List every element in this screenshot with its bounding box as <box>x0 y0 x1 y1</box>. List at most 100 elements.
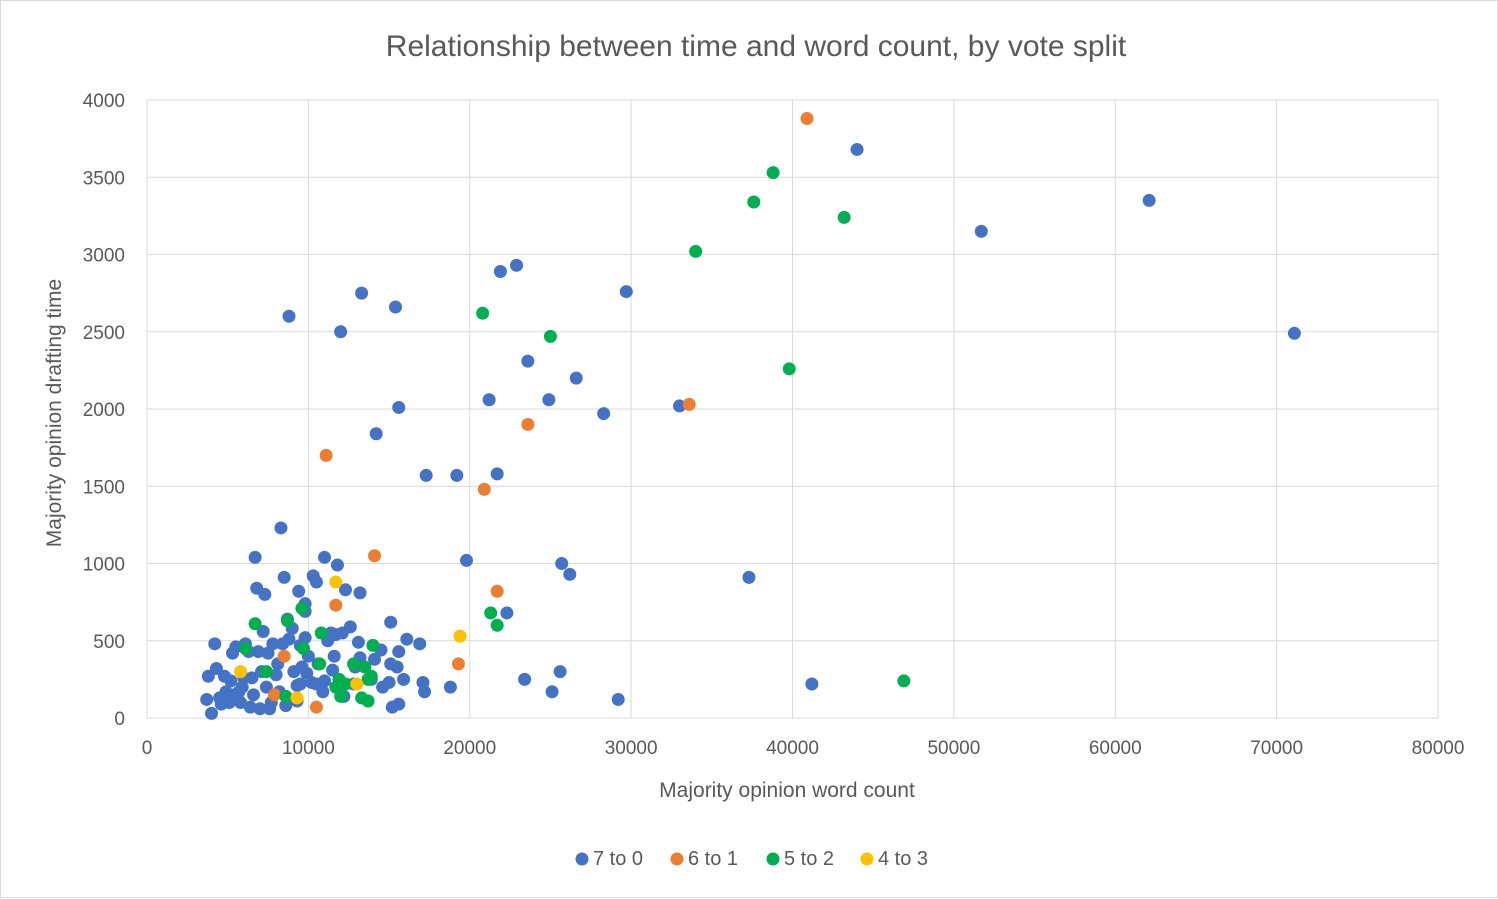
y-tick-label: 0 <box>114 709 125 730</box>
data-point <box>747 195 761 209</box>
data-point <box>518 672 532 686</box>
data-point <box>267 688 281 702</box>
data-point <box>689 244 703 258</box>
x-tick-label: 70000 <box>1250 738 1303 759</box>
data-point <box>253 702 267 716</box>
x-tick-label: 0 <box>142 738 153 759</box>
x-tick-label: 80000 <box>1412 738 1465 759</box>
data-point <box>553 665 567 679</box>
data-point <box>477 482 491 496</box>
data-point <box>263 702 277 716</box>
data-point <box>329 598 343 612</box>
data-point <box>521 417 535 431</box>
legend-marker <box>575 852 589 866</box>
data-point <box>361 672 375 686</box>
data-point <box>850 142 864 156</box>
data-point <box>355 286 369 300</box>
y-tick-label: 4000 <box>83 91 125 112</box>
y-tick-label: 1500 <box>83 477 125 498</box>
data-point <box>277 649 291 663</box>
data-point <box>766 166 780 180</box>
data-point <box>376 680 390 694</box>
data-point <box>569 371 583 385</box>
y-axis-title: Majority opinion drafting time <box>43 279 66 547</box>
data-point <box>248 617 262 631</box>
data-point <box>413 637 427 651</box>
data-point <box>419 468 433 482</box>
data-point <box>329 575 343 589</box>
data-point <box>326 663 340 677</box>
data-point <box>555 557 569 570</box>
data-point <box>350 677 364 691</box>
gridlines <box>146 99 1439 719</box>
data-point <box>247 688 261 702</box>
data-point <box>545 685 559 699</box>
x-tick-label: 60000 <box>1089 738 1142 759</box>
data-point <box>358 660 372 674</box>
data-point <box>261 646 275 660</box>
data-point <box>368 652 382 666</box>
data-point <box>327 649 341 663</box>
data-point <box>234 665 248 679</box>
data-point <box>974 224 988 238</box>
data-point <box>208 637 222 651</box>
data-point <box>493 264 507 278</box>
data-point <box>226 646 240 660</box>
data-point <box>205 706 219 720</box>
data-point <box>451 657 465 671</box>
data-point <box>484 606 498 620</box>
data-point <box>443 680 457 694</box>
data-point <box>450 468 464 482</box>
data-point <box>251 645 265 659</box>
legend-marker <box>766 852 780 866</box>
series-6-to-1 <box>267 112 814 714</box>
data-point <box>490 618 504 632</box>
data-point <box>200 692 214 706</box>
data-point <box>238 641 252 655</box>
data-point <box>250 581 264 595</box>
x-tick-label: 20000 <box>443 738 496 759</box>
data-point <box>259 680 273 694</box>
x-tick-label: 50000 <box>927 738 980 759</box>
y-tick-label: 3000 <box>83 246 125 267</box>
x-tick-label: 30000 <box>605 738 658 759</box>
data-point <box>276 637 290 651</box>
data-point <box>282 309 296 323</box>
data-point <box>277 570 291 584</box>
data-point <box>318 550 332 564</box>
data-point <box>295 601 309 615</box>
data-point <box>482 393 496 407</box>
data-point <box>319 448 333 462</box>
data-point <box>805 677 819 691</box>
legend-marker <box>860 852 874 866</box>
data-point <box>290 691 304 705</box>
data-point <box>897 674 911 688</box>
data-point <box>389 300 403 314</box>
data-point <box>385 700 399 714</box>
data-point <box>338 677 352 691</box>
y-tick-label: 1000 <box>83 555 125 576</box>
data-point <box>338 583 352 597</box>
data-point <box>313 657 327 671</box>
data-point <box>453 629 467 643</box>
legend-label: 6 to 1 <box>688 848 738 870</box>
data-point <box>279 699 293 713</box>
y-tick-label: 500 <box>93 632 125 653</box>
data-point <box>543 329 557 343</box>
data-point <box>351 635 365 649</box>
series-5-to-2 <box>238 166 911 708</box>
data-point <box>673 399 687 413</box>
data-point <box>392 400 406 414</box>
data-point <box>309 700 323 714</box>
data-point <box>217 669 231 683</box>
data-point <box>597 407 611 421</box>
data-point <box>742 570 756 584</box>
data-point <box>1287 326 1301 340</box>
data-point <box>334 325 348 339</box>
series-7-to-0 <box>200 142 1301 720</box>
data-point <box>280 614 294 628</box>
tick-labels: 0 10000 20000 30000 40000 50000 60000 70000 8000… <box>83 91 1465 759</box>
data-point <box>400 632 414 646</box>
